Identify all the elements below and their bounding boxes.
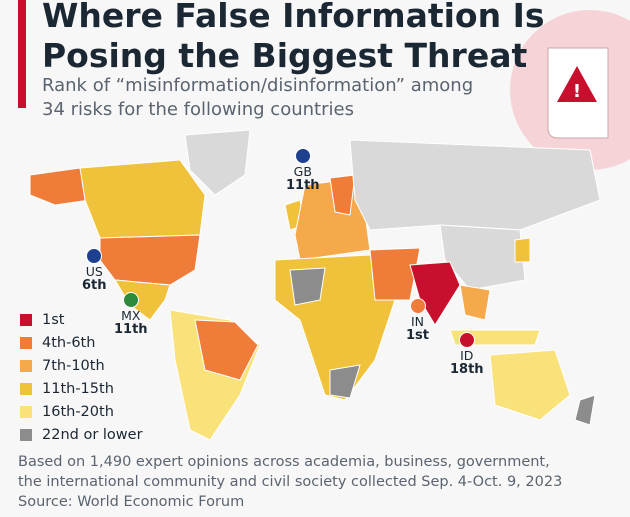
country-code: GB <box>293 164 312 179</box>
australia <box>489 349 571 421</box>
usa <box>99 234 201 286</box>
country-callout: IN 1st <box>406 298 429 343</box>
legend-swatch <box>20 336 32 349</box>
country-rank: 11th <box>114 322 148 337</box>
flag-icon <box>122 292 139 308</box>
brazil <box>194 319 259 381</box>
title: Where False Information Is Posing the Big… <box>42 0 545 75</box>
country-rank: 18th <box>450 362 484 377</box>
country-code: ID <box>460 348 474 363</box>
alaska <box>29 167 91 206</box>
legend-label: 1st <box>42 311 65 328</box>
country-code: US <box>85 264 103 279</box>
legend: 1st 4th-6th 7th-10th 11th-15th 16th-20th 22nd… <box>20 308 143 446</box>
north-africa-gray <box>289 267 326 306</box>
legend-swatch <box>20 313 32 326</box>
china <box>439 224 526 291</box>
warning-icon <box>557 66 597 102</box>
country-rank: 6th <box>82 278 107 293</box>
title-accent <box>18 0 26 108</box>
russia <box>349 139 601 231</box>
legend-swatch <box>20 359 32 372</box>
legend-item: 22nd or lower <box>20 423 143 446</box>
legend-item: 4th-6th <box>20 331 143 354</box>
footer: Based on 1,490 expert opinions across ac… <box>18 454 563 510</box>
legend-label: 4th-6th <box>42 334 96 351</box>
legend-item: 1st <box>20 308 143 331</box>
legend-swatch <box>20 428 32 441</box>
legend-label: 7th-10th <box>42 357 105 374</box>
subtitle: Rank of “misinformation/disinformation” … <box>42 75 474 120</box>
legend-item: 7th-10th <box>20 354 143 377</box>
flag-icon <box>294 148 311 164</box>
country-rank: 1st <box>406 328 429 343</box>
legend-swatch <box>20 382 32 395</box>
flag-icon <box>86 248 103 264</box>
legend-label: 11th-15th <box>42 380 114 397</box>
south-africa <box>329 364 361 399</box>
southeast-asia <box>459 284 491 321</box>
country-callout: ID 18th <box>450 332 484 377</box>
country-rank: 11th <box>286 178 320 193</box>
legend-label: 22nd or lower <box>42 426 143 443</box>
country-code: IN <box>410 314 425 329</box>
legend-item: 16th-20th <box>20 400 143 423</box>
canada <box>79 159 206 239</box>
flag-icon <box>409 298 426 314</box>
middle-east <box>369 247 421 301</box>
legend-swatch <box>20 405 32 418</box>
flag-icon <box>458 332 475 348</box>
india <box>409 261 461 326</box>
greenland <box>184 129 251 196</box>
country-callout: MX 11th <box>114 292 148 337</box>
new-zealand <box>574 394 596 426</box>
scandinavia <box>329 174 356 216</box>
legend-item: 11th-15th <box>20 377 143 400</box>
country-callout: US 6th <box>82 248 107 293</box>
country-code: MX <box>121 308 141 323</box>
warning-mark: ! <box>573 81 581 102</box>
legend-label: 16th-20th <box>42 403 114 420</box>
country-callout: GB 11th <box>286 148 320 193</box>
japan <box>514 237 531 263</box>
